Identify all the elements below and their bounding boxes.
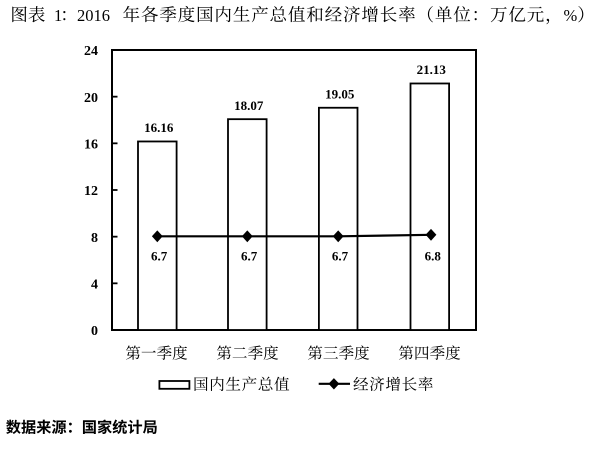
svg-text:18.07: 18.07 [234, 98, 264, 113]
svg-text:19.05: 19.05 [325, 87, 355, 102]
svg-text:21.13: 21.13 [417, 62, 447, 77]
svg-text:6.7: 6.7 [241, 249, 258, 264]
svg-text:1: 1 [54, 6, 62, 25]
svg-text:6.8: 6.8 [425, 249, 442, 264]
svg-text:6.7: 6.7 [332, 249, 349, 264]
svg-text:8: 8 [91, 231, 98, 246]
svg-text:4: 4 [91, 278, 98, 293]
svg-text:2016: 2016 [77, 6, 110, 25]
svg-text:6.7: 6.7 [151, 249, 168, 264]
svg-text:0: 0 [91, 324, 98, 339]
svg-text:%: % [564, 6, 578, 25]
svg-text:16.16: 16.16 [144, 120, 174, 135]
svg-text:12: 12 [84, 184, 98, 199]
svg-text:24: 24 [84, 44, 98, 59]
svg-text:16: 16 [84, 138, 98, 153]
svg-text:20: 20 [84, 91, 98, 106]
